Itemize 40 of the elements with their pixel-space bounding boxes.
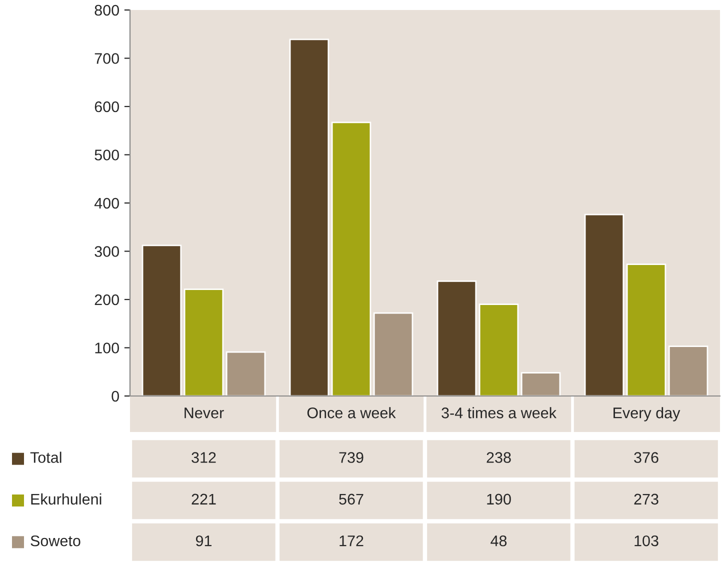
y-tick-label: 200	[94, 294, 119, 306]
legend-label: Ekurhuleni	[31, 493, 102, 505]
bar	[184, 288, 224, 396]
bar	[584, 214, 624, 396]
y-tick-label: 400	[94, 198, 119, 209]
y-tick-label: 800	[94, 4, 119, 16]
y-tick-label: 0	[112, 390, 119, 402]
bar	[142, 244, 182, 396]
data-label: 376	[634, 452, 658, 463]
data-label: 48	[490, 535, 507, 546]
x-tick-label: Once a week	[307, 407, 396, 418]
data-label: 221	[192, 494, 216, 504]
y-tick-label: 600	[94, 101, 119, 112]
y-tick-label: 100	[95, 342, 119, 354]
legend-label: Soweto	[30, 535, 80, 546]
y-tick-label: 500	[94, 150, 119, 160]
x-tick-label: Never	[184, 408, 224, 418]
data-label: 238	[486, 452, 511, 463]
data-label: 273	[634, 494, 658, 505]
y-tick-label: 700	[94, 53, 119, 64]
y-tick-label: 300	[94, 246, 119, 257]
x-tick-label: Every day	[614, 407, 680, 422]
x-tick-label: 3-4 times a week	[442, 407, 557, 418]
bar	[331, 122, 372, 396]
bar	[520, 372, 561, 396]
bar	[668, 346, 708, 396]
data-label: 739	[339, 452, 364, 463]
bar	[626, 264, 666, 396]
bar	[373, 312, 414, 396]
data-label: 172	[340, 535, 364, 546]
data-label: 312	[192, 452, 216, 463]
bar	[226, 351, 266, 396]
bar	[478, 304, 519, 396]
data-label: 567	[339, 494, 364, 505]
data-label: 190	[487, 494, 511, 505]
bar	[436, 280, 477, 396]
legend-label: Total	[30, 452, 62, 463]
bar	[289, 38, 330, 396]
data-label: 103	[634, 535, 658, 546]
data-label: 91	[196, 535, 212, 546]
